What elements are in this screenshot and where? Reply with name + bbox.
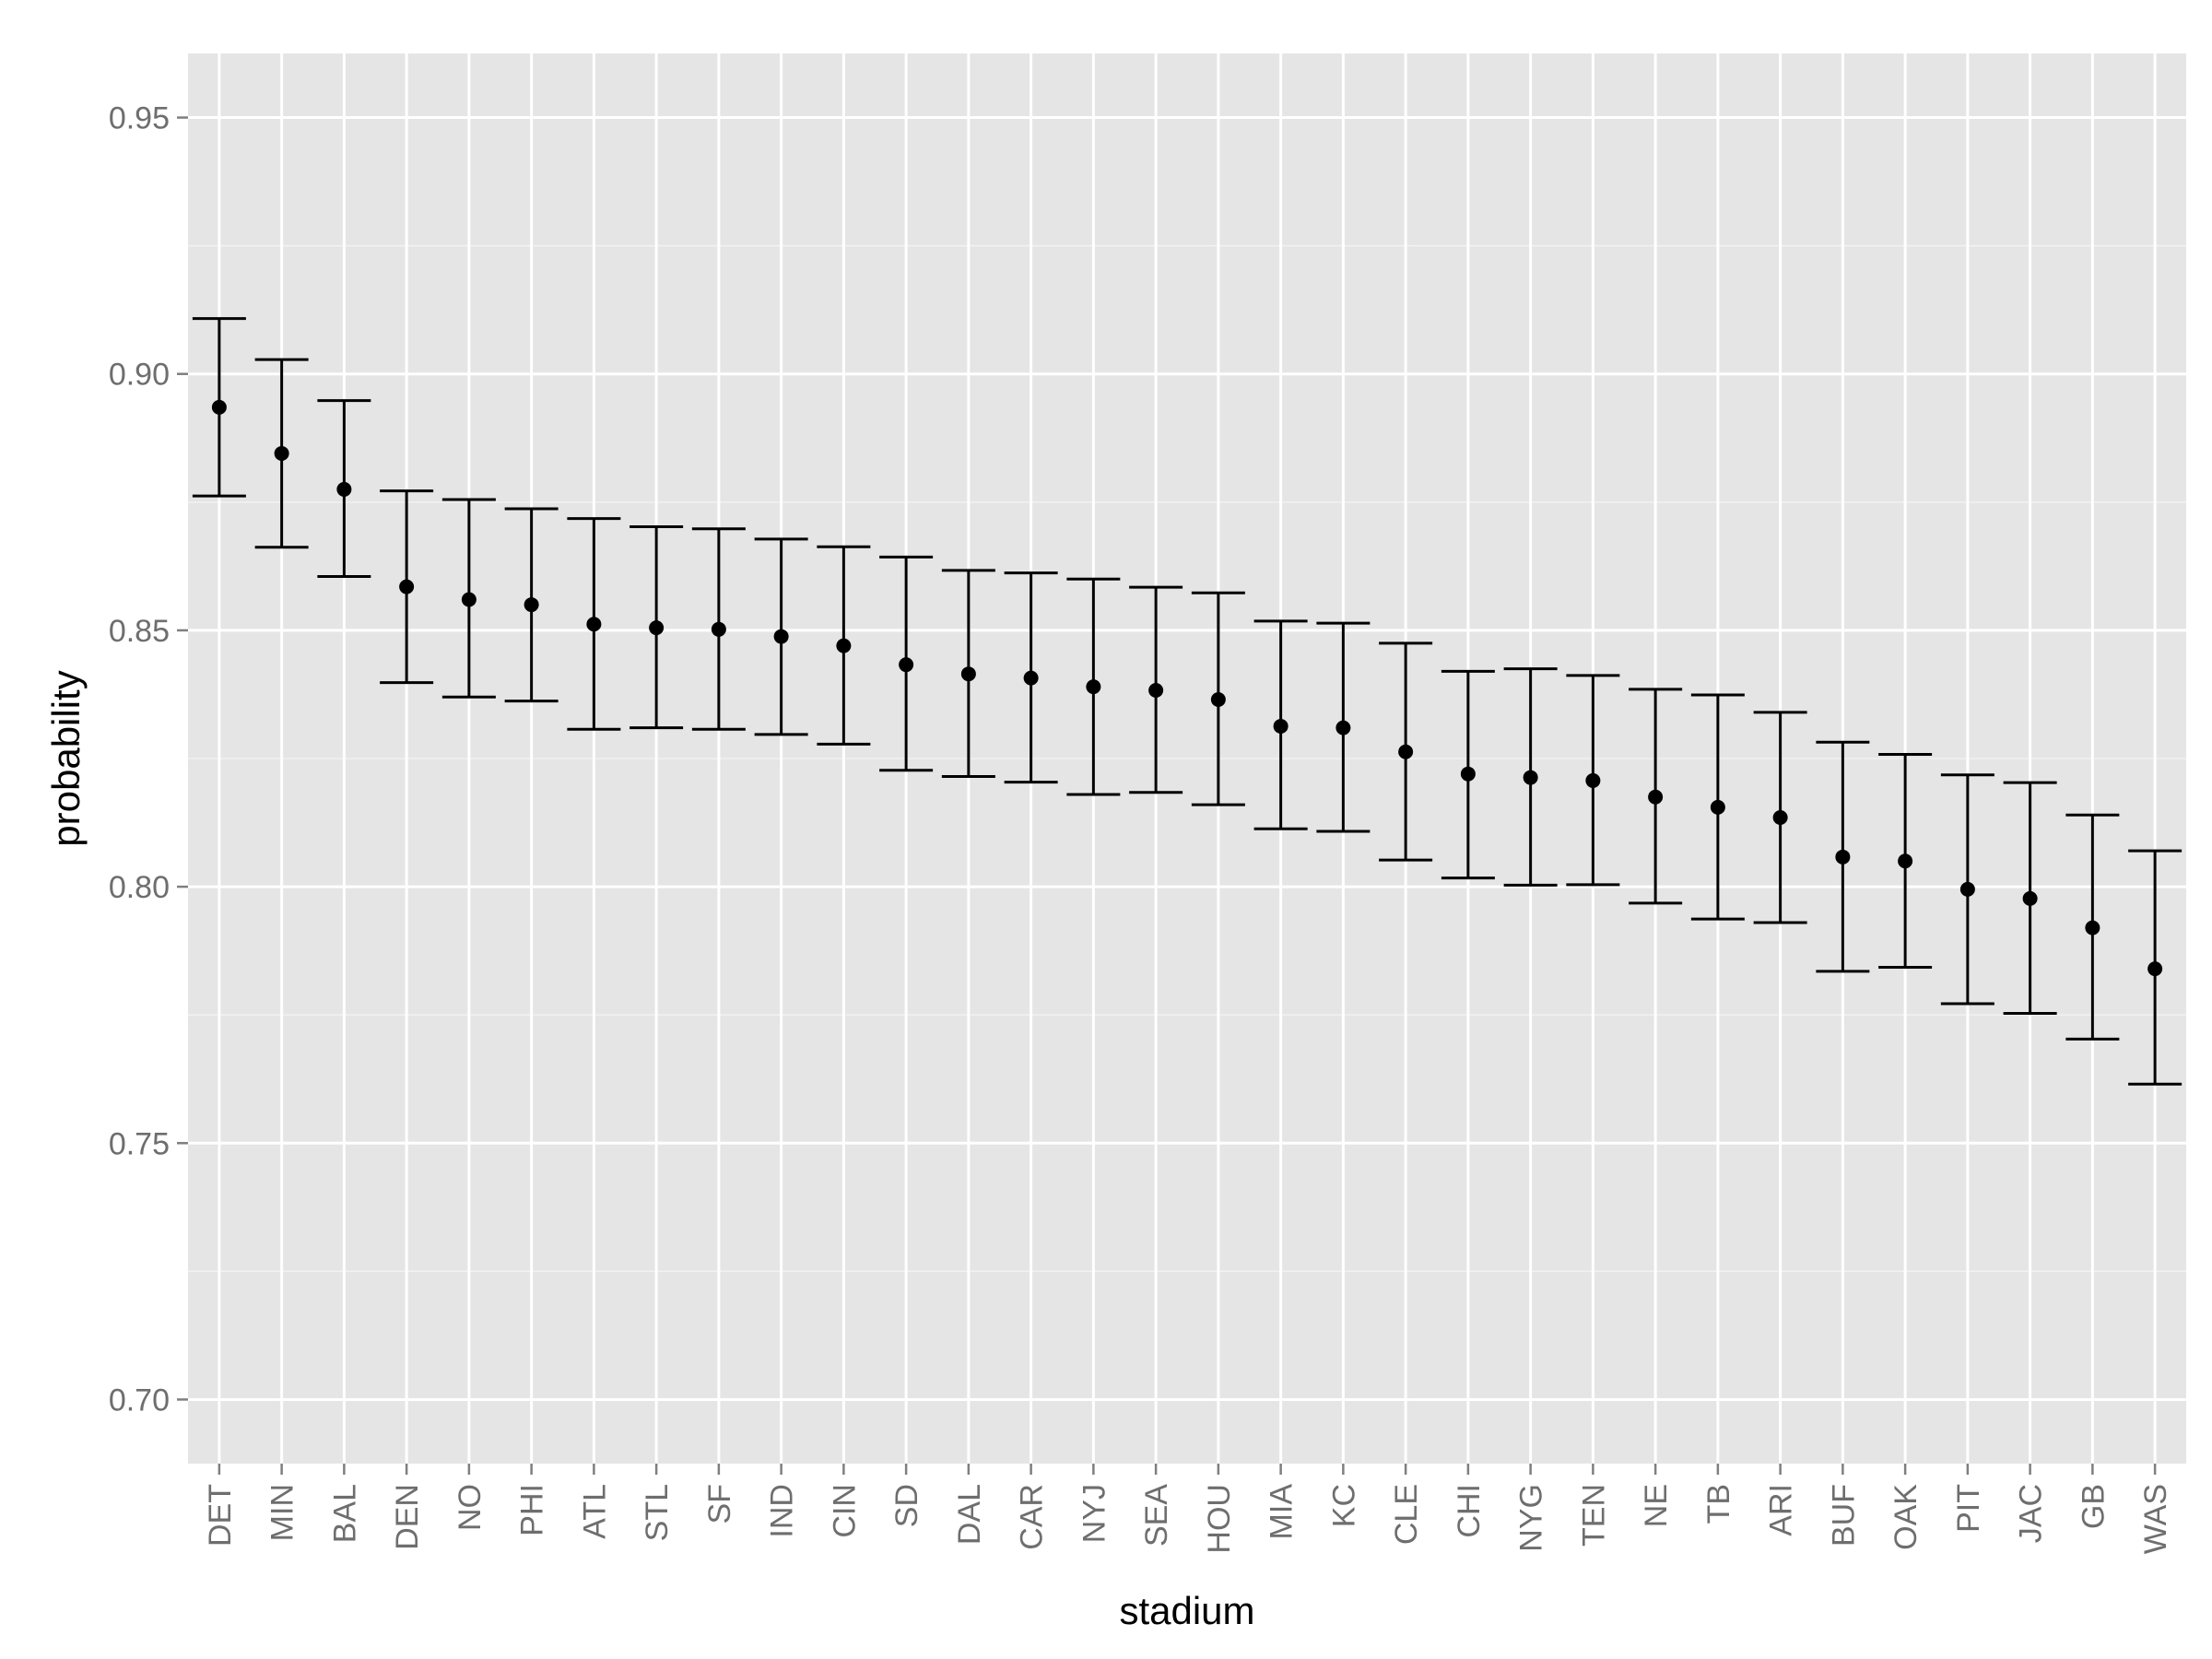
x-tick-label: CAR [1015,1484,1050,1550]
data-point [1710,799,1725,815]
x-tick-label: NYJ [1077,1484,1112,1543]
x-tick-label: ATL [577,1484,612,1539]
data-point [1772,809,1788,825]
x-tick-label: BUF [1826,1484,1861,1547]
data-point [1460,766,1476,782]
x-tick-label: STL [640,1484,675,1541]
x-tick-label: SEA [1139,1484,1174,1547]
x-tick-label: CIN [827,1484,862,1538]
data-point [1585,772,1601,788]
data-point [1148,683,1164,699]
x-tick-label: PIT [1951,1484,1986,1533]
data-point [1959,881,1975,897]
data-point [461,592,477,607]
y-axis-ticks: 0.70 0.75 0.80 0.85 0.90 0.95 [109,101,188,1418]
data-point [211,399,227,415]
x-tick-label: OAK [1888,1484,1924,1550]
data-point [711,621,726,637]
data-point [524,597,539,613]
data-point [960,666,976,682]
x-tick-label: DAL [952,1484,987,1545]
x-tick-label: BAL [327,1484,362,1543]
x-tick-label: MIN [265,1484,300,1541]
grid-minor [188,244,2186,1273]
data-point [836,638,852,653]
data-point [1273,718,1288,734]
data-point [649,620,665,636]
data-point [2147,961,2163,977]
x-tick-label: ARI [1764,1484,1799,1536]
grid-major [188,53,2186,1464]
x-axis-title: stadium [1119,1589,1254,1632]
y-tick-label: 0.80 [109,870,170,905]
x-tick-label: TB [1701,1484,1736,1524]
x-tick-label: JAC [2014,1484,2049,1543]
data-point [1898,853,1913,869]
y-tick-label: 0.90 [109,358,170,393]
x-tick-label: NYG [1514,1484,1549,1552]
data-point [1523,770,1538,785]
data-point [336,481,352,497]
data-point [399,579,415,594]
x-tick-label: HOU [1202,1484,1237,1554]
data-point [899,657,914,673]
y-axis-title: probability [44,670,88,846]
data-point [2085,920,2100,935]
x-tick-label: DEN [390,1484,425,1550]
data-point [1398,744,1414,759]
x-tick-label: CLE [1389,1484,1424,1545]
y-tick-label: 0.95 [109,101,170,136]
data-point [586,617,602,632]
data-point [274,445,289,461]
x-tick-label: CHI [1452,1484,1487,1538]
x-tick-label: PHI [515,1484,550,1536]
y-tick-label: 0.75 [109,1126,170,1161]
data-point [1648,789,1664,805]
data-point [1835,849,1851,865]
x-tick-label: KC [1326,1484,1361,1527]
x-tick-label: DET [203,1484,238,1547]
y-tick-label: 0.85 [109,614,170,649]
x-tick-label: GB [2076,1484,2111,1529]
x-tick-label: SF [702,1484,737,1524]
data-point [773,629,789,644]
data-points [211,399,2163,977]
y-tick-label: 0.70 [109,1382,170,1418]
data-point [2022,890,2038,906]
data-point [1335,720,1351,735]
x-tick-label: TEN [1576,1484,1611,1547]
data-point [1086,679,1101,695]
data-point [1023,670,1039,686]
data-point [1210,692,1226,708]
x-axis-ticks: DET MIN BAL DEN NO PHI ATL STL SF IND CIN SD DAL CAR N… [203,1464,2173,1554]
x-tick-label: NO [453,1484,488,1531]
x-tick-label: SD [889,1484,924,1527]
x-tick-label: WAS [2138,1484,2173,1554]
x-tick-label: MIA [1265,1484,1300,1540]
x-tick-label: IND [765,1484,800,1538]
x-tick-label: NE [1639,1484,1674,1527]
